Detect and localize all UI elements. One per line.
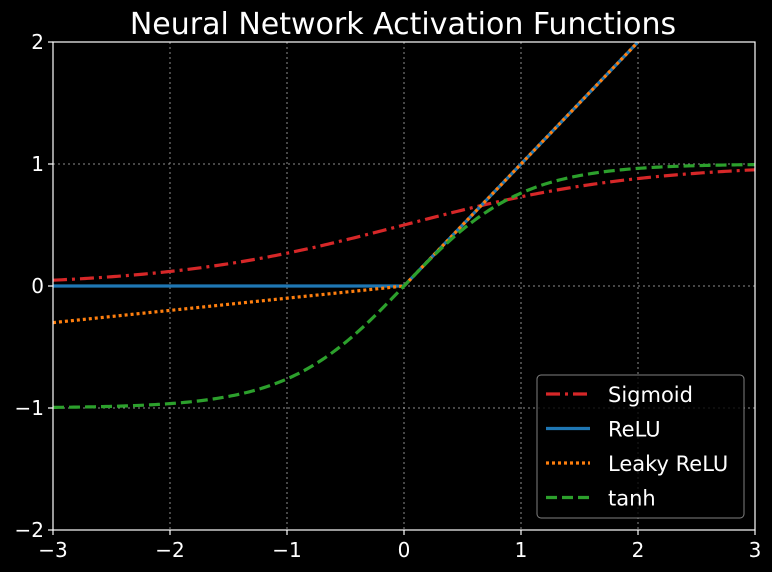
series-line-tanh — [53, 163, 755, 409]
y-tick-label: −1 — [15, 396, 44, 420]
legend: Sigmoid ReLU Leaky ReLU tanh — [536, 374, 745, 519]
x-tick-label: −3 — [38, 538, 67, 562]
x-tick-label: 0 — [398, 538, 411, 562]
x-tick-label: 3 — [749, 538, 762, 562]
series-line-leaky-relu — [53, 42, 640, 325]
legend-box — [536, 374, 745, 519]
y-tick-label: 2 — [31, 30, 44, 54]
x-tick-label: −1 — [272, 538, 301, 562]
y-tick-label: 1 — [31, 152, 44, 176]
x-tick-label: 2 — [632, 538, 645, 562]
legend-label-leaky-relu: Leaky ReLU — [608, 452, 728, 476]
x-tick-label: 1 — [515, 538, 528, 562]
legend-label-relu: ReLU — [608, 418, 661, 442]
x-tick-label: −2 — [155, 538, 184, 562]
series-line-sigmoid — [53, 168, 755, 282]
legend-label-sigmoid: Sigmoid — [608, 383, 693, 407]
chart-title: Neural Network Activation Functions — [130, 7, 676, 42]
legend-label-tanh: tanh — [608, 487, 656, 511]
series-lines — [53, 42, 755, 409]
y-tick-label: 0 — [31, 274, 44, 298]
y-tick-label: −2 — [15, 518, 44, 542]
